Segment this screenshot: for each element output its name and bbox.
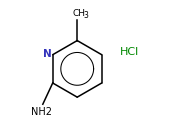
Text: 3: 3 bbox=[83, 11, 88, 20]
Text: NH2: NH2 bbox=[31, 107, 52, 117]
Text: HCl: HCl bbox=[120, 47, 140, 57]
Text: CH: CH bbox=[73, 9, 86, 18]
Text: N: N bbox=[43, 49, 52, 59]
